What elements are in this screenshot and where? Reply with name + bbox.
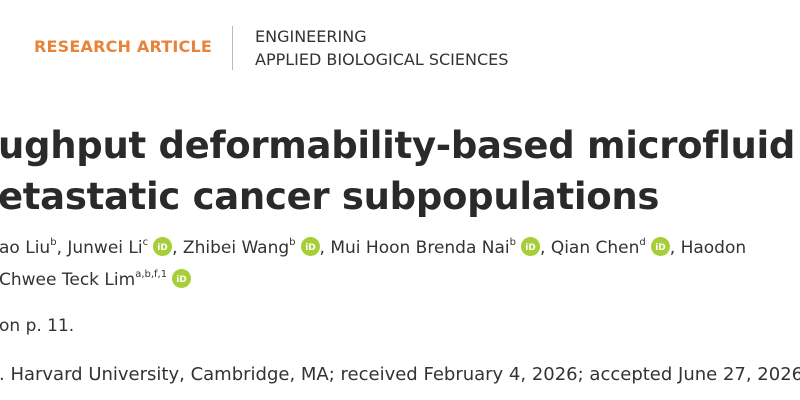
title-line: etastatic cancer subpopulations: [0, 175, 660, 218]
editorial-line: . Harvard University, Cambridge, MA; rec…: [0, 364, 800, 385]
section: ENGINEERING: [255, 27, 367, 46]
author-name: , Junwei Li: [56, 238, 143, 258]
author-name: Chwee Teck Lim: [0, 270, 136, 290]
orcid-glyph: iD: [176, 275, 187, 285]
affiliation: c: [142, 237, 149, 248]
author-name: ao Liu: [0, 238, 51, 258]
orcid-glyph: iD: [305, 243, 316, 253]
orcid-icon[interactable]: iD: [521, 237, 541, 256]
author-line: ao Liub, Junwei Lic iD, Zhibei Wangb iD, M…: [0, 237, 746, 258]
orcid-icon[interactable]: iD: [650, 237, 670, 256]
author-line: Chwee Teck Lima,b,f,1 iD: [0, 269, 192, 290]
divider: [232, 26, 233, 70]
affiliation: d: [639, 237, 646, 248]
orcid-icon[interactable]: iD: [172, 269, 192, 288]
orcid-glyph: iD: [655, 243, 666, 253]
orcid-glyph: iD: [525, 243, 536, 253]
affiliation: b: [289, 237, 296, 248]
author-name: , Zhibei Wang: [172, 238, 290, 258]
author-name: , Mui Hoon Brenda Nai: [319, 238, 510, 258]
title-line: ughput deformability-based microfluid: [0, 124, 796, 167]
svg-text:iD: iD: [305, 243, 316, 253]
section: APPLIED BIOLOGICAL SCIENCES: [255, 50, 509, 69]
svg-text:iD: iD: [525, 243, 536, 253]
svg-text:iD: iD: [157, 243, 168, 253]
author-name: , Haodon: [669, 238, 747, 258]
orcid-icon[interactable]: iD: [300, 237, 320, 256]
affiliation: b: [509, 237, 517, 248]
note: on p. 11.: [0, 316, 75, 336]
affiliation: b: [50, 237, 57, 248]
svg-text:iD: iD: [655, 243, 666, 253]
orcid-icon[interactable]: iD: [153, 237, 173, 256]
affiliation: a,b,f,1: [135, 269, 168, 280]
svg-text:iD: iD: [176, 275, 187, 285]
article-type: RESEARCH ARTICLE: [34, 37, 213, 56]
orcid-glyph: iD: [157, 243, 168, 253]
author-name: , Qian Chen: [540, 238, 640, 258]
